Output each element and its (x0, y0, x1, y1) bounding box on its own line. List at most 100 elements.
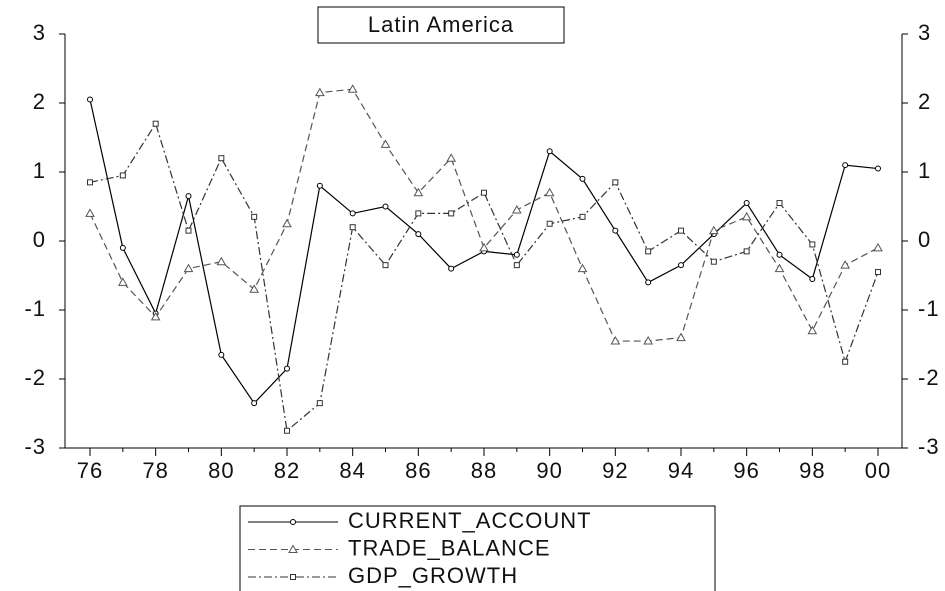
point (645, 248, 652, 255)
point (316, 182, 323, 189)
point (612, 227, 619, 234)
y-tick-label: 1 (33, 158, 46, 183)
y2-tick-label: 1 (918, 158, 931, 183)
x-tick-label: 98 (799, 458, 825, 483)
point (840, 260, 851, 269)
y-tick-label: -2 (24, 365, 46, 390)
chart-title: Latin America (368, 12, 514, 37)
series-line (89, 88, 879, 342)
point (150, 311, 161, 321)
title-box (317, 6, 565, 44)
x-tick-label: 90 (536, 458, 562, 483)
point (678, 262, 684, 269)
point (347, 84, 358, 93)
y2-tick-label: -1 (918, 296, 940, 321)
point (185, 227, 192, 234)
point (218, 155, 225, 162)
point (546, 148, 553, 155)
point (513, 262, 520, 269)
y-tick-label: 0 (33, 227, 46, 252)
point (546, 220, 553, 227)
point (448, 210, 455, 217)
point (544, 187, 555, 197)
x-tick-label: 80 (208, 458, 234, 483)
x-tick-label: 96 (733, 458, 759, 483)
point (152, 120, 159, 127)
x-tick-label: 82 (274, 458, 300, 483)
point (842, 162, 849, 169)
point (183, 263, 194, 273)
point (117, 277, 128, 286)
point (290, 519, 296, 525)
point (875, 165, 881, 172)
point (776, 251, 783, 258)
point (875, 269, 881, 276)
point (708, 225, 719, 235)
point (579, 175, 586, 182)
point (119, 244, 126, 251)
point (579, 213, 586, 220)
point (380, 139, 391, 148)
point (807, 325, 818, 335)
point (479, 242, 489, 252)
y2-tick-label: 0 (918, 227, 931, 252)
y-tick-label: -3 (24, 434, 46, 459)
point (511, 204, 522, 214)
point (251, 400, 258, 407)
point (415, 231, 422, 238)
point (577, 263, 588, 273)
point (741, 211, 752, 221)
y2-tick-label: 3 (918, 20, 931, 45)
point (382, 262, 389, 269)
series-line (89, 122, 879, 432)
point (774, 263, 785, 273)
point (87, 96, 93, 103)
point (610, 336, 621, 345)
y-tick-label: -1 (24, 296, 46, 321)
point (314, 87, 325, 97)
point (513, 251, 520, 258)
y-tick-label: 2 (33, 89, 46, 114)
point (382, 203, 389, 210)
point (288, 544, 298, 553)
point (284, 365, 290, 372)
x-tick-label: 88 (471, 458, 497, 483)
x-tick-label: 84 (339, 458, 365, 483)
x-tick-label: 92 (602, 458, 628, 483)
y2-tick-label: 2 (918, 89, 931, 114)
legend-label: CURRENT_ACCOUNT (348, 508, 592, 533)
x-tick-label: 00 (865, 458, 891, 483)
point (119, 172, 126, 179)
point (251, 213, 258, 220)
point (185, 193, 192, 200)
point (415, 210, 422, 217)
point (85, 208, 95, 217)
x-tick-label: 86 (405, 458, 431, 483)
point (446, 153, 457, 162)
legend-label: TRADE_BALANCE (348, 535, 551, 560)
point (676, 332, 686, 342)
point (710, 258, 717, 265)
point (413, 187, 424, 197)
point (349, 224, 356, 231)
y-tick-label: 3 (33, 20, 46, 45)
y2-tick-label: -3 (918, 434, 940, 459)
point (645, 279, 652, 286)
point (87, 179, 93, 186)
point (776, 200, 783, 207)
point (249, 284, 260, 293)
point (284, 427, 290, 434)
point (612, 179, 619, 186)
point (349, 210, 356, 217)
point (743, 200, 750, 207)
point (448, 265, 455, 272)
point (809, 241, 816, 248)
point (643, 336, 654, 345)
x-tick-label: 94 (668, 458, 694, 483)
x-tick-label: 78 (142, 458, 168, 483)
point (218, 351, 225, 358)
point (290, 574, 296, 580)
y2-tick-label: -2 (918, 365, 940, 390)
point (282, 218, 292, 228)
